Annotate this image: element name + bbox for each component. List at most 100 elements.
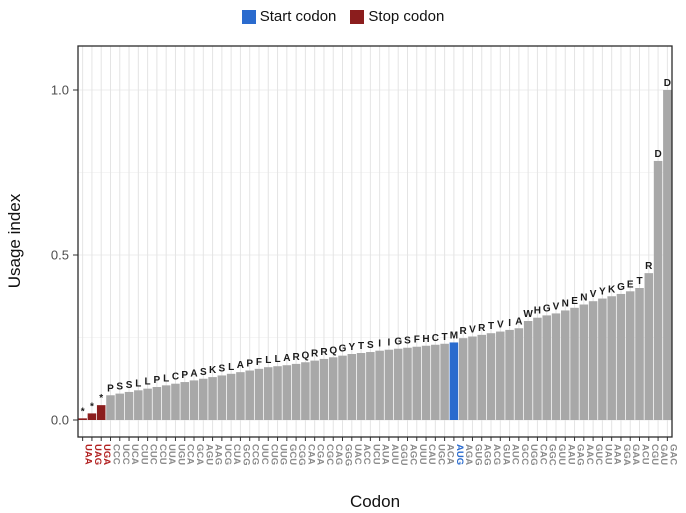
aa-label-GGC: G	[543, 303, 551, 314]
aa-label-AGG: R	[478, 323, 486, 334]
aa-label-AGC: S	[404, 336, 411, 347]
x-tick-label-CGC: CGC	[324, 444, 335, 465]
y-tick-label-0.5: 0.5	[51, 248, 69, 263]
aa-label-GGU: G	[394, 337, 402, 348]
aa-label-CCU: P	[154, 375, 161, 386]
bar-AGG	[477, 334, 487, 420]
bar-AAA	[607, 296, 616, 420]
x-tick-label-ACU: ACU	[640, 444, 651, 465]
x-tick-label-UAG: UAG	[92, 444, 103, 465]
bar-GAG	[570, 307, 579, 420]
aa-label-ACG: T	[488, 321, 494, 332]
x-tick-label-GGG: GGG	[343, 444, 354, 466]
bar-GGU	[393, 348, 403, 420]
aa-label-CAC: H	[534, 306, 541, 317]
bar-GUC	[588, 301, 598, 420]
aa-label-GUU: V	[553, 301, 560, 312]
aa-label-AAA: K	[608, 284, 616, 295]
bar-CGA	[310, 360, 319, 420]
bar-GGA	[616, 293, 626, 420]
x-tick-label-UGU: UGU	[175, 444, 186, 465]
bar-AAC	[579, 304, 589, 420]
x-tick-label-UUG: UUG	[278, 444, 289, 465]
aa-label-GAU: D	[654, 149, 661, 160]
bar-AGU	[199, 378, 208, 420]
start-codon-swatch-icon	[241, 9, 256, 24]
stop-codon-swatch-icon	[350, 9, 365, 24]
aa-label-AAU: N	[562, 298, 569, 309]
bar-CCG	[245, 370, 254, 420]
bar-AUC	[505, 329, 514, 420]
x-tick-label-UAU: UAU	[602, 444, 613, 465]
aa-label-AAC: N	[580, 293, 587, 304]
x-tick-label-AAC: AAC	[584, 444, 595, 465]
bar-UGC	[431, 344, 440, 420]
aa-label-UGG: W	[523, 309, 533, 320]
x-tick-label-GAU: GAU	[658, 444, 669, 465]
x-tick-label-GGA: GGA	[621, 444, 632, 466]
aa-label-UAC: Y	[348, 342, 355, 353]
bar-GCG	[236, 372, 245, 420]
x-tick-label-UUU: UUU	[417, 444, 428, 465]
x-tick-label-UAA: UAA	[83, 444, 94, 465]
x-tick-label-CCG: CCG	[250, 444, 261, 465]
aa-label-GCG: A	[237, 360, 244, 371]
aa-label-GUG: V	[469, 325, 476, 336]
bar-GCA	[189, 380, 199, 420]
aa-label-CGC: R	[320, 347, 328, 358]
x-tick-label-UGG: UGG	[528, 444, 539, 466]
aa-label-AGA: R	[460, 326, 468, 337]
aa-label-UCG: S	[219, 363, 226, 374]
bar-CAU	[421, 345, 431, 420]
aa-label-CCC: P	[107, 383, 114, 394]
aa-label-AUA: I	[378, 339, 381, 350]
x-tick-label-AGU: AGU	[203, 444, 214, 465]
aa-label-UAG: *	[90, 401, 94, 412]
x-tick-label-UAC: UAC	[352, 444, 363, 465]
bar-ACU	[635, 288, 644, 420]
aa-label-CCG: P	[246, 359, 253, 370]
bar-ACA	[440, 343, 449, 420]
chart-legend: Start codon Stop codon	[0, 8, 686, 25]
x-tick-label-ACC: ACC	[361, 444, 372, 465]
bar-CCA	[180, 382, 190, 420]
x-tick-label-GGU: GGU	[398, 444, 409, 466]
aa-label-CAU: H	[422, 334, 429, 345]
bar-ACC	[356, 353, 366, 420]
bar-UAC	[347, 354, 357, 420]
y-tick-label-1.0: 1.0	[51, 83, 69, 98]
x-tick-label-AAA: AAA	[612, 444, 623, 465]
x-tick-label-CGA: CGA	[315, 444, 326, 465]
aa-label-UUU: F	[414, 335, 420, 346]
x-tick-label-UUC: UUC	[259, 444, 270, 465]
bar-UUU	[412, 346, 422, 420]
bar-GGC	[542, 315, 551, 420]
bar-GGG	[338, 355, 347, 420]
aa-label-GCU: A	[283, 353, 290, 364]
legend-stop-label: Stop codon	[368, 8, 445, 25]
x-tick-label-AGA: AGA	[463, 444, 474, 465]
aa-label-UGA: *	[99, 393, 103, 404]
x-tick-label-GCA: GCA	[194, 444, 205, 465]
y-axis-title: Usage index	[5, 193, 24, 288]
bar-AUG	[449, 342, 459, 420]
bar-GAU	[653, 160, 663, 420]
x-tick-label-UCA: UCA	[129, 444, 140, 465]
bar-UUG	[273, 366, 282, 420]
aa-label-UGC: C	[432, 333, 439, 344]
aa-label-CCA: P	[181, 370, 188, 381]
bar-AAU	[560, 310, 570, 420]
x-tick-label-UUA: UUA	[166, 444, 177, 465]
bar-GCC	[514, 328, 524, 420]
x-tick-label-CAU: CAU	[426, 444, 437, 465]
x-tick-label-UGA: UGA	[101, 444, 112, 465]
bar-CCU	[152, 387, 162, 420]
bar-UGA	[96, 405, 106, 420]
x-tick-label-ACG: ACG	[491, 444, 502, 465]
x-tick-label-CAG: CAG	[333, 444, 344, 465]
x-tick-label-GUU: GUU	[556, 444, 567, 465]
x-tick-label-GAA: GAA	[630, 444, 641, 465]
x-tick-label-CCU: CCU	[157, 444, 168, 465]
aa-label-CUA: L	[228, 362, 234, 373]
y-tick-label-0.0: 0.0	[51, 413, 69, 428]
